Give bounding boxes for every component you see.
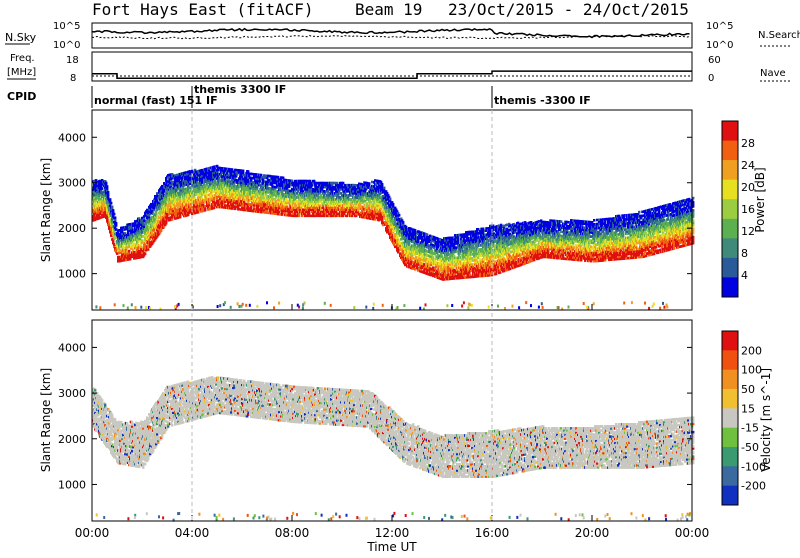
power-cell — [441, 255, 443, 258]
power-cell — [432, 256, 434, 259]
power-cell — [107, 191, 109, 194]
power-cell — [398, 214, 400, 217]
power-cell — [113, 213, 115, 216]
power-cell — [114, 216, 116, 219]
power-cell — [242, 170, 244, 173]
cpid-segment-2: themis 3300 IF — [194, 83, 286, 96]
noise-sky-label: N.Sky — [5, 31, 37, 44]
noise-left-tick-top: 10^5 — [53, 21, 80, 32]
power-cell — [109, 198, 111, 201]
power-cell — [392, 203, 394, 206]
date-range: 23/Oct/2015 - 24/Oct/2015 — [448, 0, 689, 19]
power-cell — [144, 253, 146, 256]
power-cell — [231, 168, 233, 171]
power-cell — [112, 209, 114, 212]
power-cell — [426, 234, 428, 237]
power-cell — [389, 198, 391, 201]
frequency-line — [92, 71, 692, 78]
power-cell — [101, 187, 103, 190]
power-cell — [111, 206, 113, 209]
nave-label: Nave — [760, 68, 786, 79]
nave-tick-bottom: 0 — [708, 73, 714, 84]
nave-tick-top: 60 — [708, 55, 721, 66]
noise-right-tick-bottom: 10^0 — [706, 40, 733, 51]
freq-panel — [92, 52, 692, 81]
power-cell — [128, 250, 130, 253]
freq-unit-label: [MHz] — [7, 67, 36, 78]
noise-sky-line — [92, 29, 690, 38]
radar-title: Fort Hays East (fitACF) — [92, 0, 314, 19]
freq-tick-bottom: 8 — [70, 73, 76, 84]
power-scatter — [92, 165, 694, 311]
power-cell — [405, 226, 407, 229]
power-cell — [402, 221, 404, 224]
noise-search-label: N.Search — [758, 30, 800, 41]
noise-left-tick-bottom: 10^0 — [53, 40, 80, 51]
freq-label: Freq. — [10, 53, 35, 64]
radar-plot: Fort Hays East (fitACF) Beam 19 23/Oct/2… — [0, 0, 800, 554]
power-cell — [368, 182, 370, 185]
power-cell — [179, 195, 181, 198]
power-cell — [383, 187, 385, 190]
cpid-segment-3: themis -3300 IF — [494, 94, 591, 107]
power-cell — [431, 250, 433, 253]
power-cell — [381, 183, 383, 186]
power-cell — [106, 185, 108, 188]
power-cell — [414, 229, 416, 232]
cpid-label: CPID — [7, 90, 36, 103]
beam-label: Beam 19 — [355, 0, 422, 19]
power-cell — [110, 202, 112, 205]
freq-tick-top: 18 — [66, 55, 79, 66]
power-cell — [115, 222, 117, 225]
power-cell — [105, 182, 107, 185]
noise-right-tick-top: 10^5 — [706, 21, 733, 32]
